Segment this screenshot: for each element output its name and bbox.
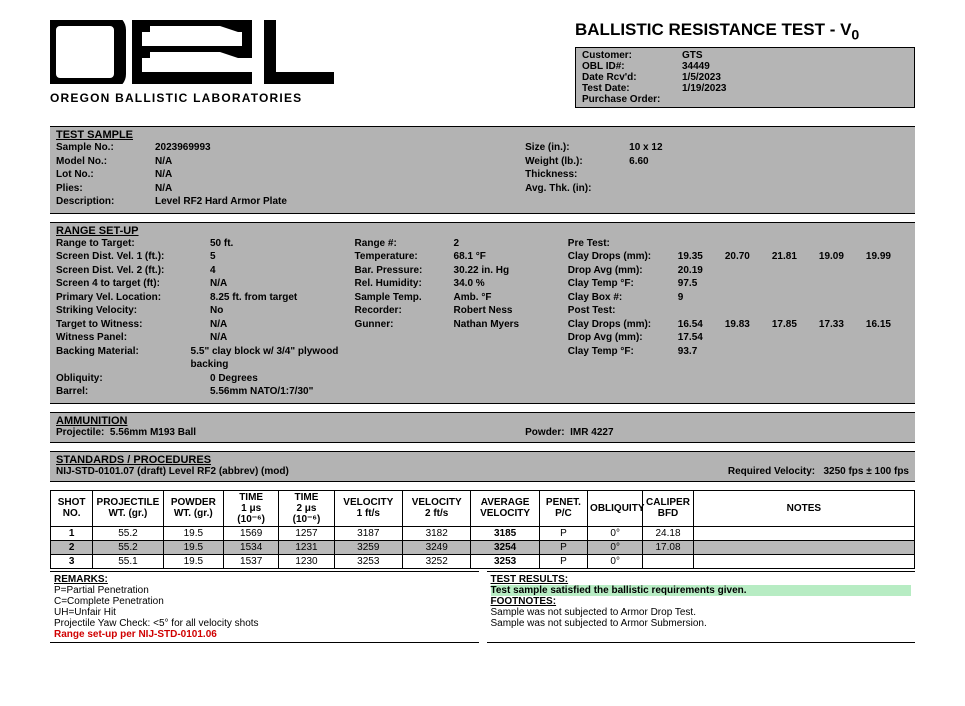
range-right-row: Clay Drops (mm):19.3520.7021.8119.0919.9… — [568, 250, 909, 264]
range-right-row: Clay Drops (mm):16.5419.8317.8517.3316.1… — [568, 318, 909, 332]
table-row: 155.219.515691257318731823185P0°24.18 — [51, 526, 915, 540]
report-title-text: BALLISTIC RESISTANCE TEST - V — [575, 20, 851, 39]
kv-row: Sample Temp.Amb. °F — [355, 291, 568, 305]
remark-line: C=Complete Penetration — [54, 596, 475, 607]
ammunition-title: AMMUNITION — [56, 415, 909, 427]
standards-title: STANDARDS / PROCEDURES — [56, 454, 909, 466]
kv-row: Lot No.:N/A — [56, 168, 525, 182]
customer-info-box: Customer:GTSOBL ID#:34449Date Rcv'd:1/5/… — [575, 47, 915, 108]
kv-row: Avg. Thk. (in): — [525, 182, 909, 196]
table-header: TIME1 μs (10⁻⁶) — [223, 490, 278, 526]
range-right-row: Clay Temp °F:93.7 — [568, 345, 909, 359]
test-sample-title: TEST SAMPLE — [56, 129, 909, 141]
required-velocity-value: 3250 fps ± 100 fps — [823, 466, 909, 477]
range-setup-section: RANGE SET-UP Range to Target:50 ft.Scree… — [50, 222, 915, 404]
table-header: NOTES — [693, 490, 914, 526]
kv-row: Barrel:5.56mm NATO/1:7/30" — [56, 385, 355, 399]
remarks-red-note: Range set-up per NIJ-STD-0101.06 — [54, 629, 475, 640]
kv-row: Thickness: — [525, 168, 909, 182]
range-right-row: Clay Box #:9 — [568, 291, 909, 305]
required-velocity-label: Required Velocity: — [728, 466, 815, 477]
ammunition-section: AMMUNITION Projectile: 5.56mm M193 Ball … — [50, 412, 915, 443]
range-right-row: Post Test: — [568, 304, 909, 318]
kv-row: Screen Dist. Vel. 1 (ft.):5 — [56, 250, 355, 264]
projectile-label: Projectile: — [56, 427, 104, 438]
header-right: BALLISTIC RESISTANCE TEST - V0 Customer:… — [575, 20, 915, 108]
report-title: BALLISTIC RESISTANCE TEST - V0 — [575, 20, 915, 43]
kv-row: Bar. Pressure:30.22 in. Hg — [355, 264, 568, 278]
range-right-row: Pre Test: — [568, 237, 909, 251]
remarks-box: REMARKS: P=Partial PenetrationC=Complete… — [50, 571, 479, 643]
kv-row: Temperature:68.1 °F — [355, 250, 568, 264]
table-header: PENET.P/C — [539, 490, 587, 526]
table-row: 355.119.515371230325332523253P0° — [51, 554, 915, 568]
kv-row: Sample No.:2023969993 — [56, 141, 525, 155]
kv-row: Obliquity:0 Degrees — [56, 372, 355, 386]
table-header: TIME2 μs (10⁻⁶) — [279, 490, 334, 526]
powder-value: IMR 4227 — [570, 427, 613, 438]
kv-row: Range to Target:50 ft. — [56, 237, 355, 251]
powder-label: Powder: — [525, 427, 564, 438]
range-setup-title: RANGE SET-UP — [56, 225, 909, 237]
table-header: SHOTNO. — [51, 490, 93, 526]
kv-row: Witness Panel:N/A — [56, 331, 355, 345]
table-header: CALIPERBFD — [643, 490, 693, 526]
table-header: POWDERWT. (gr.) — [163, 490, 223, 526]
projectile-value: 5.56mm M193 Ball — [110, 427, 196, 438]
table-header: AVERAGEVELOCITY — [471, 490, 539, 526]
table-header: PROJECTILEWT. (gr.) — [93, 490, 163, 526]
kv-row: Model No.:N/A — [56, 155, 525, 169]
standards-section: STANDARDS / PROCEDURES NIJ-STD-0101.07 (… — [50, 451, 915, 482]
report-title-sub: 0 — [851, 27, 859, 43]
kv-row: Size (in.):10 x 12 — [525, 141, 909, 155]
test-sample-section: TEST SAMPLE Sample No.:2023969993Model N… — [50, 126, 915, 214]
kv-row: Plies:N/A — [56, 182, 525, 196]
standards-text: NIJ-STD-0101.07 (draft) Level RF2 (abbre… — [56, 466, 289, 477]
bottom-row: REMARKS: P=Partial PenetrationC=Complete… — [50, 571, 915, 643]
remark-line: Projectile Yaw Check: <5° for all veloci… — [54, 618, 475, 629]
kv-row: Screen 4 to target (ft):N/A — [56, 277, 355, 291]
footnotes-title: FOOTNOTES: — [491, 596, 912, 607]
kv-row: Weight (lb.):6.60 — [525, 155, 909, 169]
range-right-row: Drop Avg (mm):17.54 — [568, 331, 909, 345]
kv-row: Gunner:Nathan Myers — [355, 318, 568, 332]
table-header: OBLIQUITY — [588, 490, 643, 526]
table-row: 255.219.515341231325932493254P0°17.08 — [51, 540, 915, 554]
kv-row: Rel. Humidity:34.0 % — [355, 277, 568, 291]
logo-block: OREGON BALLISTIC LABORATORIES — [50, 20, 350, 105]
customer-info-row: Date Rcv'd:1/5/2023 — [582, 72, 908, 83]
customer-info-row: Customer:GTS — [582, 50, 908, 61]
logo-subtitle: OREGON BALLISTIC LABORATORIES — [50, 91, 350, 105]
kv-row: Range #:2 — [355, 237, 568, 251]
remarks-title: REMARKS: — [54, 574, 475, 585]
kv-row: Target to Witness:N/A — [56, 318, 355, 332]
kv-row: Striking Velocity:No — [56, 304, 355, 318]
header-row: OREGON BALLISTIC LABORATORIES BALLISTIC … — [50, 20, 915, 108]
table-header: VELOCITY2 ft/s — [403, 490, 471, 526]
customer-info-row: Purchase Order: — [582, 94, 908, 105]
table-header: VELOCITY1 ft/s — [334, 490, 402, 526]
results-title: TEST RESULTS: — [491, 574, 912, 585]
remark-line: P=Partial Penetration — [54, 585, 475, 596]
footnote-line: Sample was not subjected to Armor Drop T… — [491, 607, 912, 618]
remark-line: UH=Unfair Hit — [54, 607, 475, 618]
customer-info-row: OBL ID#:34449 — [582, 61, 908, 72]
results-box: TEST RESULTS: Test sample satisfied the … — [487, 571, 916, 643]
range-right-row: Clay Temp °F:97.5 — [568, 277, 909, 291]
customer-info-row: Test Date:1/19/2023 — [582, 83, 908, 94]
kv-row: Description:Level RF2 Hard Armor Plate — [56, 195, 525, 209]
kv-row: Backing Material:5.5" clay block w/ 3/4"… — [56, 345, 355, 372]
kv-row: Primary Vel. Location:8.25 ft. from targ… — [56, 291, 355, 305]
kv-row: Screen Dist. Vel. 2 (ft.):4 — [56, 264, 355, 278]
range-right-row: Drop Avg (mm):20.19 — [568, 264, 909, 278]
obl-logo-icon — [50, 20, 350, 84]
kv-row: Recorder:Robert Ness — [355, 304, 568, 318]
footnote-line: Sample was not subjected to Armor Submer… — [491, 618, 912, 629]
results-pass: Test sample satisfied the ballistic requ… — [491, 585, 912, 596]
shot-table: SHOTNO.PROJECTILEWT. (gr.)POWDERWT. (gr.… — [50, 490, 915, 569]
